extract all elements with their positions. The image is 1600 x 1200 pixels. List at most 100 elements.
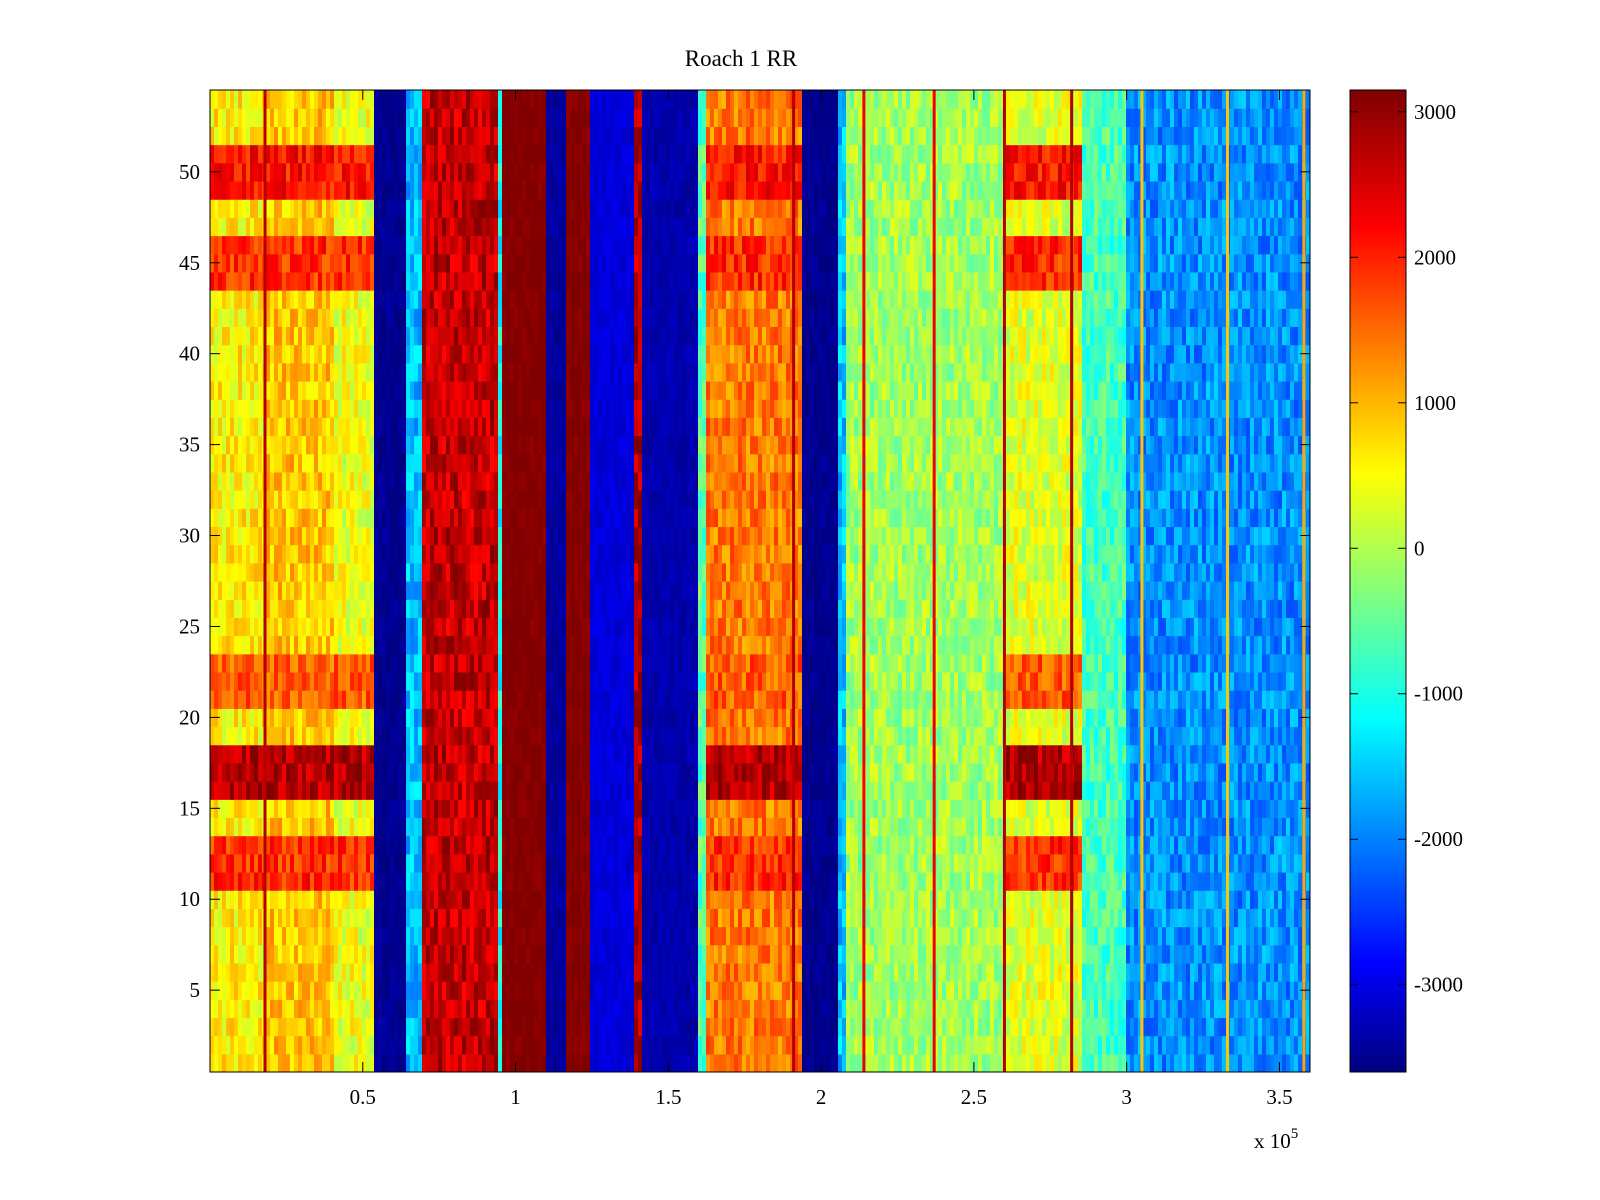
heatmap-cell (1050, 962, 1055, 982)
heatmap-cell (1250, 781, 1255, 800)
heatmap-cell (1010, 871, 1015, 891)
heatmap-cell (326, 853, 331, 873)
heatmap-cell (706, 1053, 711, 1072)
heatmap-cell (898, 908, 903, 928)
heatmap-cell (714, 1035, 719, 1055)
heatmap-cell (1202, 799, 1207, 819)
heatmap-cell (898, 962, 903, 982)
heatmap-cell (670, 999, 675, 1019)
heatmap-cell (398, 962, 403, 982)
heatmap-cell (662, 817, 667, 837)
heatmap-cell (710, 762, 715, 782)
heatmap-cell (406, 762, 411, 782)
heatmap-cell (638, 981, 643, 1000)
heatmap-cell (874, 781, 879, 800)
heatmap-cell (1182, 962, 1187, 982)
heatmap-cell (1146, 890, 1151, 909)
heatmap-cell (930, 835, 935, 855)
heatmap-cell (634, 1035, 639, 1055)
heatmap-cell (1186, 762, 1191, 782)
heatmap-cell (1094, 962, 1099, 982)
heatmap-cell (1186, 1017, 1191, 1037)
heatmap-cell (918, 944, 923, 964)
heatmap-cell (370, 1035, 375, 1055)
heatmap-cell (306, 1053, 311, 1072)
heatmap-cell (938, 835, 943, 855)
heatmap-cell (1006, 890, 1011, 909)
heatmap-cell (918, 744, 923, 764)
heatmap-cell (962, 944, 967, 964)
heatmap-cell (290, 981, 295, 1000)
heatmap-cell (1234, 926, 1239, 946)
heatmap-cell (518, 962, 523, 982)
heatmap-cell (522, 890, 527, 909)
heatmap-cell (1062, 799, 1067, 819)
heatmap-cell (414, 744, 419, 764)
heatmap-cell (374, 726, 379, 746)
heatmap-cell (1086, 890, 1091, 909)
heatmap-cell (718, 817, 723, 837)
heatmap-cell (1206, 871, 1211, 891)
heatmap-cell (610, 981, 615, 1000)
heatmap-cell (722, 926, 727, 946)
heatmap-cell (274, 1053, 279, 1072)
heatmap-cell (966, 781, 971, 800)
heatmap-cell (1234, 817, 1239, 837)
heatmap-cell (934, 962, 939, 982)
heatmap-cell (554, 890, 559, 909)
heatmap-cell (694, 1017, 699, 1037)
heatmap-cell (690, 835, 695, 855)
heatmap-cell (358, 871, 363, 891)
heatmap-cell (1058, 999, 1063, 1019)
heatmap-cell (662, 1035, 667, 1055)
heatmap-cell (374, 762, 379, 782)
heatmap-cell (1186, 1035, 1191, 1055)
heatmap-cell (1306, 744, 1310, 764)
heatmap-cell (1110, 981, 1115, 1000)
heatmap-cell (1046, 908, 1051, 928)
heatmap-cell (1282, 1053, 1287, 1072)
heatmap-cell (210, 1035, 215, 1055)
heatmap-cell (938, 944, 943, 964)
heatmap-cell (838, 908, 843, 928)
heatmap-cell (698, 744, 703, 764)
heatmap-cell (786, 1035, 791, 1055)
heatmap-cell (814, 799, 819, 819)
heatmap-cell (778, 890, 783, 909)
heatmap-cell (322, 781, 327, 800)
heatmap-cell (1198, 962, 1203, 982)
heatmap-cell (870, 835, 875, 855)
heatmap-cell (346, 1053, 351, 1072)
heatmap-cell (414, 781, 419, 800)
heatmap-cell (830, 1053, 835, 1072)
heatmap-cell (1118, 871, 1123, 891)
heatmap-cell (990, 1035, 995, 1055)
heatmap-cell (626, 853, 631, 873)
heatmap-cell (442, 1017, 447, 1037)
heatmap-cell (1010, 926, 1015, 946)
heatmap-cell (706, 799, 711, 819)
heatmap-cell (642, 962, 647, 982)
heatmap-cell (542, 890, 547, 909)
heatmap-cell (750, 762, 755, 782)
heatmap-cell (870, 908, 875, 928)
heatmap-cell (798, 853, 803, 873)
heatmap-cell (326, 1053, 331, 1072)
heatmap-cell (374, 890, 379, 909)
heatmap-cell (1066, 981, 1071, 1000)
heatmap-cell (286, 999, 291, 1019)
heatmap-cell (978, 871, 983, 891)
heatmap-cell (1090, 999, 1095, 1019)
heatmap-cell (450, 944, 455, 964)
heatmap-cell (654, 908, 659, 928)
heatmap-cell (510, 853, 515, 873)
heatmap-cell (866, 744, 871, 764)
heatmap-cell (230, 871, 235, 891)
heatmap-cell (830, 926, 835, 946)
heatmap-cell (846, 1035, 851, 1055)
heatmap-cell (818, 908, 823, 928)
heatmap-cell (1082, 1017, 1087, 1037)
heatmap-cell (1218, 799, 1223, 819)
heatmap-cell (630, 1035, 635, 1055)
heatmap-cell (1078, 1035, 1083, 1055)
